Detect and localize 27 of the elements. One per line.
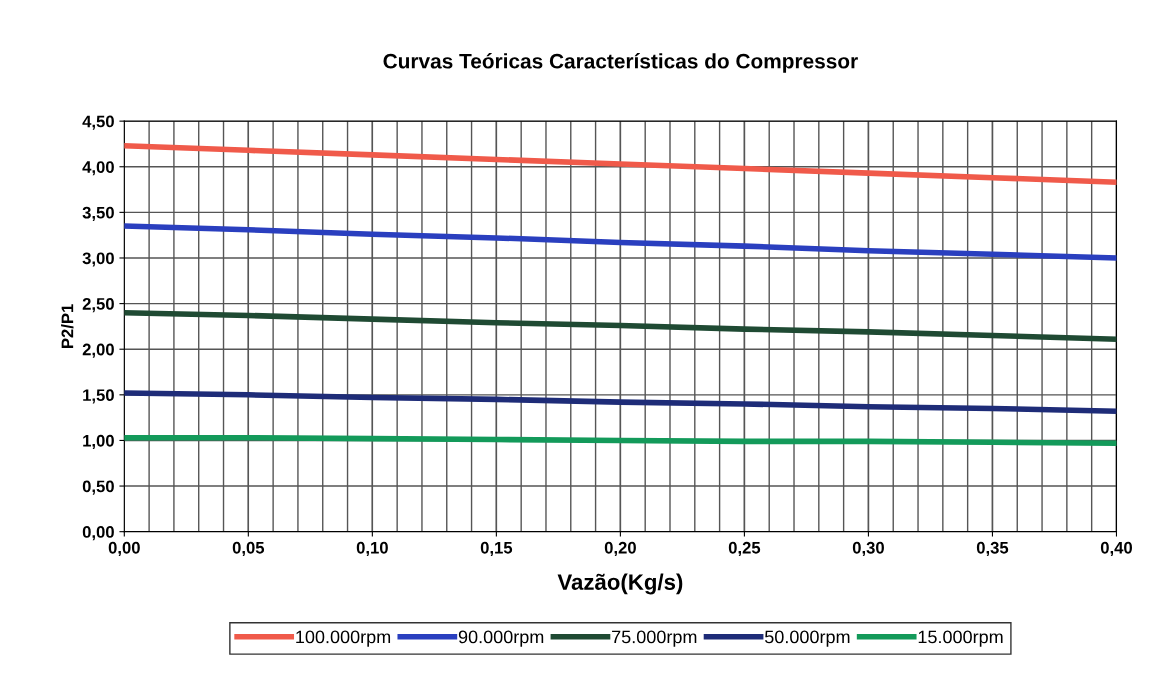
y-tick-label: 0,50 [82,480,114,495]
legend-label: 75.000rpm [612,630,697,647]
legend-label: 100.000rpm [296,630,391,647]
x-axis-title: Vazão(Kg/s) [557,573,683,595]
x-tick-label: 0,30 [852,541,884,557]
x-tick-label: 0,00 [108,541,140,557]
legend-label: 15.000rpm [918,630,1003,647]
x-tick-label: 0,15 [480,541,513,557]
y-tick-label: 1,50 [83,389,114,404]
x-tick-label: 0,20 [604,541,636,557]
x-tick-label: 0,10 [356,541,388,557]
x-tick-label: 0,40 [1100,541,1133,557]
x-tick-label: 0,05 [232,541,265,557]
y-tick-label: 1,00 [83,434,114,450]
x-tick-label: 0,35 [976,541,1009,557]
y-tick-label: 3,00 [82,252,114,267]
y-tick-label: 2,00 [82,343,114,358]
y-tick-label: 3,50 [82,206,114,221]
y-tick-label: 0,00 [82,526,114,541]
legend-label: 50.000rpm [764,630,850,647]
y-tick-label: 2,50 [82,298,114,313]
y-tick-label: 4,00 [82,161,114,176]
chart-title: Curvas Teóricas Características do Compressor [383,53,858,73]
x-tick-label: 0,25 [728,541,761,557]
y-axis-title: P2/P1 [61,304,74,348]
legend-label: 90.000rpm [458,630,544,647]
y-tick-label: 4,50 [82,115,114,130]
